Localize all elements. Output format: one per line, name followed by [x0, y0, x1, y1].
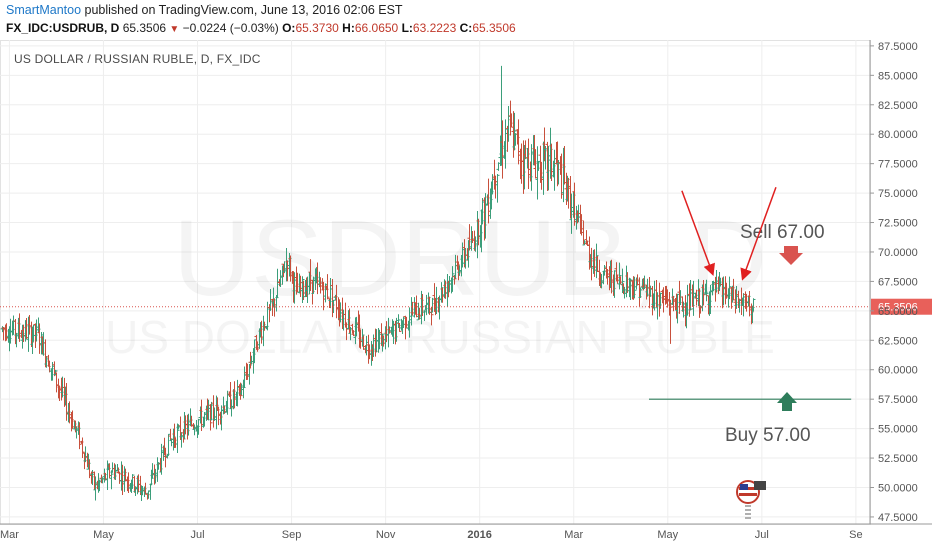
open-value: 65.3730 [295, 21, 339, 35]
time-axis[interactable]: Mar May Jul Sep Nov 2016 Mar May Jul Se [0, 523, 932, 541]
price-tick-label: 70.0000 [878, 247, 918, 259]
ohlc-bar [80, 437, 85, 458]
price-tick-label: 57.5000 [878, 394, 918, 406]
price-tick-label: 75.0000 [878, 188, 918, 200]
price-tick-label: 47.5000 [878, 512, 918, 524]
open-label: O: [282, 21, 296, 35]
sell-label: Sell 67.00 [740, 222, 825, 243]
ohlc-bar [148, 483, 153, 500]
ohlc-bar [166, 433, 171, 457]
close-label: C: [459, 21, 473, 35]
time-tick-label: Jul [755, 529, 769, 541]
time-tick-label: Mar [0, 529, 19, 541]
watermark: USDRUB, D US DOLLAR / RUSSIAN RUBLE [105, 197, 775, 363]
ohlc-bar [241, 379, 246, 399]
ohlc-bars [0, 65, 756, 501]
ohlc-bar [751, 298, 756, 312]
ohlc-bar [109, 470, 114, 490]
watermark-name: US DOLLAR / RUSSIAN RUBLE [105, 311, 775, 363]
ohlc-bar [325, 274, 330, 300]
ohlc-bar [77, 422, 82, 450]
price-tick-label: 85.0000 [878, 70, 918, 82]
price-chart[interactable]: USDRUB, D US DOLLAR / RUSSIAN RUBLE 65.3… [0, 40, 932, 550]
low-value: 63.2223 [412, 21, 457, 35]
buy-label: Buy 57.00 [725, 425, 811, 446]
ohlc-bar [149, 469, 154, 486]
ohlc-bar [628, 278, 633, 301]
time-tick-label: 2016 [467, 529, 491, 541]
time-tick-label: Se [849, 529, 862, 541]
ohlc-bar [638, 287, 643, 298]
logo-badge [754, 481, 766, 490]
price-tick-label: 67.5000 [878, 276, 918, 288]
ohlc-bar [396, 314, 401, 329]
ohlc-bar [175, 423, 180, 454]
chart-title: US DOLLAR / RUSSIAN RUBLE, D, FX_IDC [14, 52, 261, 66]
watermark-symbol: USDRUB, D [173, 197, 767, 318]
ohlc-bar [300, 276, 305, 304]
logo-canton [740, 484, 748, 490]
price-tick-label: 80.0000 [878, 129, 918, 141]
price-tick-label: 55.0000 [878, 424, 918, 436]
ohlc-bar [130, 474, 135, 489]
low-label: L: [401, 21, 413, 35]
publisher-logo [736, 480, 766, 519]
price-change: −0.0224 (−0.03%) [182, 21, 279, 35]
price-tick-label: 52.5000 [878, 453, 918, 465]
ohlc-bar [620, 268, 625, 293]
price-tick-label: 82.5000 [878, 100, 918, 112]
ohlc-bar [117, 471, 122, 484]
price-axis[interactable]: 87.5000 85.0000 82.5000 80.0000 77.5000 75.00… [869, 40, 918, 524]
published-text: published on TradingView.com, June 13, 2… [84, 3, 403, 17]
ohlc-bar [495, 174, 500, 203]
ohlc-bar [512, 112, 517, 151]
current-price-badge [871, 298, 932, 315]
ohlc-line: FX_IDC:USDRUB, D 65.3506 ▼ −0.0224 (−0.0… [6, 21, 516, 35]
price-tick-label: 50.0000 [878, 482, 918, 494]
down-arrow-icon: ▼ [169, 24, 180, 35]
time-tick-label: Sep [282, 529, 302, 541]
price-tick-label: 77.5000 [878, 159, 918, 171]
symbol-label[interactable]: FX_IDC:USDRUB, D [6, 21, 120, 35]
time-tick-label: Mar [564, 529, 583, 541]
price-tick-label: 60.0000 [878, 365, 918, 377]
chart-header: SmartMantoo published on TradingView.com… [0, 0, 932, 40]
price-tick-label: 65.0000 [878, 306, 918, 318]
price-tick-label: 87.5000 [878, 41, 918, 53]
logo-stripe [739, 493, 757, 496]
last-price: 65.3506 [122, 21, 167, 35]
close-value: 65.3506 [472, 21, 516, 35]
buy-arrow-icon [777, 392, 797, 411]
current-price-label: 65.3506 [878, 302, 918, 314]
ohlc-bar [54, 372, 59, 393]
ohlc-bar [450, 266, 455, 292]
annotation-arrow [681, 190, 715, 276]
ohlc-bar [238, 382, 243, 400]
time-tick-label: May [657, 529, 678, 541]
ohlc-bar [617, 262, 622, 290]
ohlc-bar [704, 279, 709, 302]
ohlc-bar [452, 274, 457, 285]
author-link[interactable]: SmartMantoo [6, 3, 82, 17]
time-tick-label: Jul [190, 529, 204, 541]
ohlc-bar [535, 146, 540, 200]
annotation-arrow [740, 186, 777, 281]
price-tick-label: 62.5000 [878, 335, 918, 347]
time-tick-label: Nov [376, 529, 396, 541]
ohlc-bar [632, 276, 637, 299]
ohlc-bar [594, 243, 599, 279]
publish-line: SmartMantoo published on TradingView.com… [6, 3, 403, 17]
time-tick-label: May [93, 529, 114, 541]
high-label: H: [342, 21, 355, 35]
sell-arrow-icon [779, 246, 803, 265]
high-value: 66.0650 [354, 21, 399, 35]
price-tick-label: 72.5000 [878, 218, 918, 230]
overlays: 65.3506 Sell 67.00 Buy 57.00 [0, 186, 932, 446]
ohlc-bar [208, 404, 213, 431]
